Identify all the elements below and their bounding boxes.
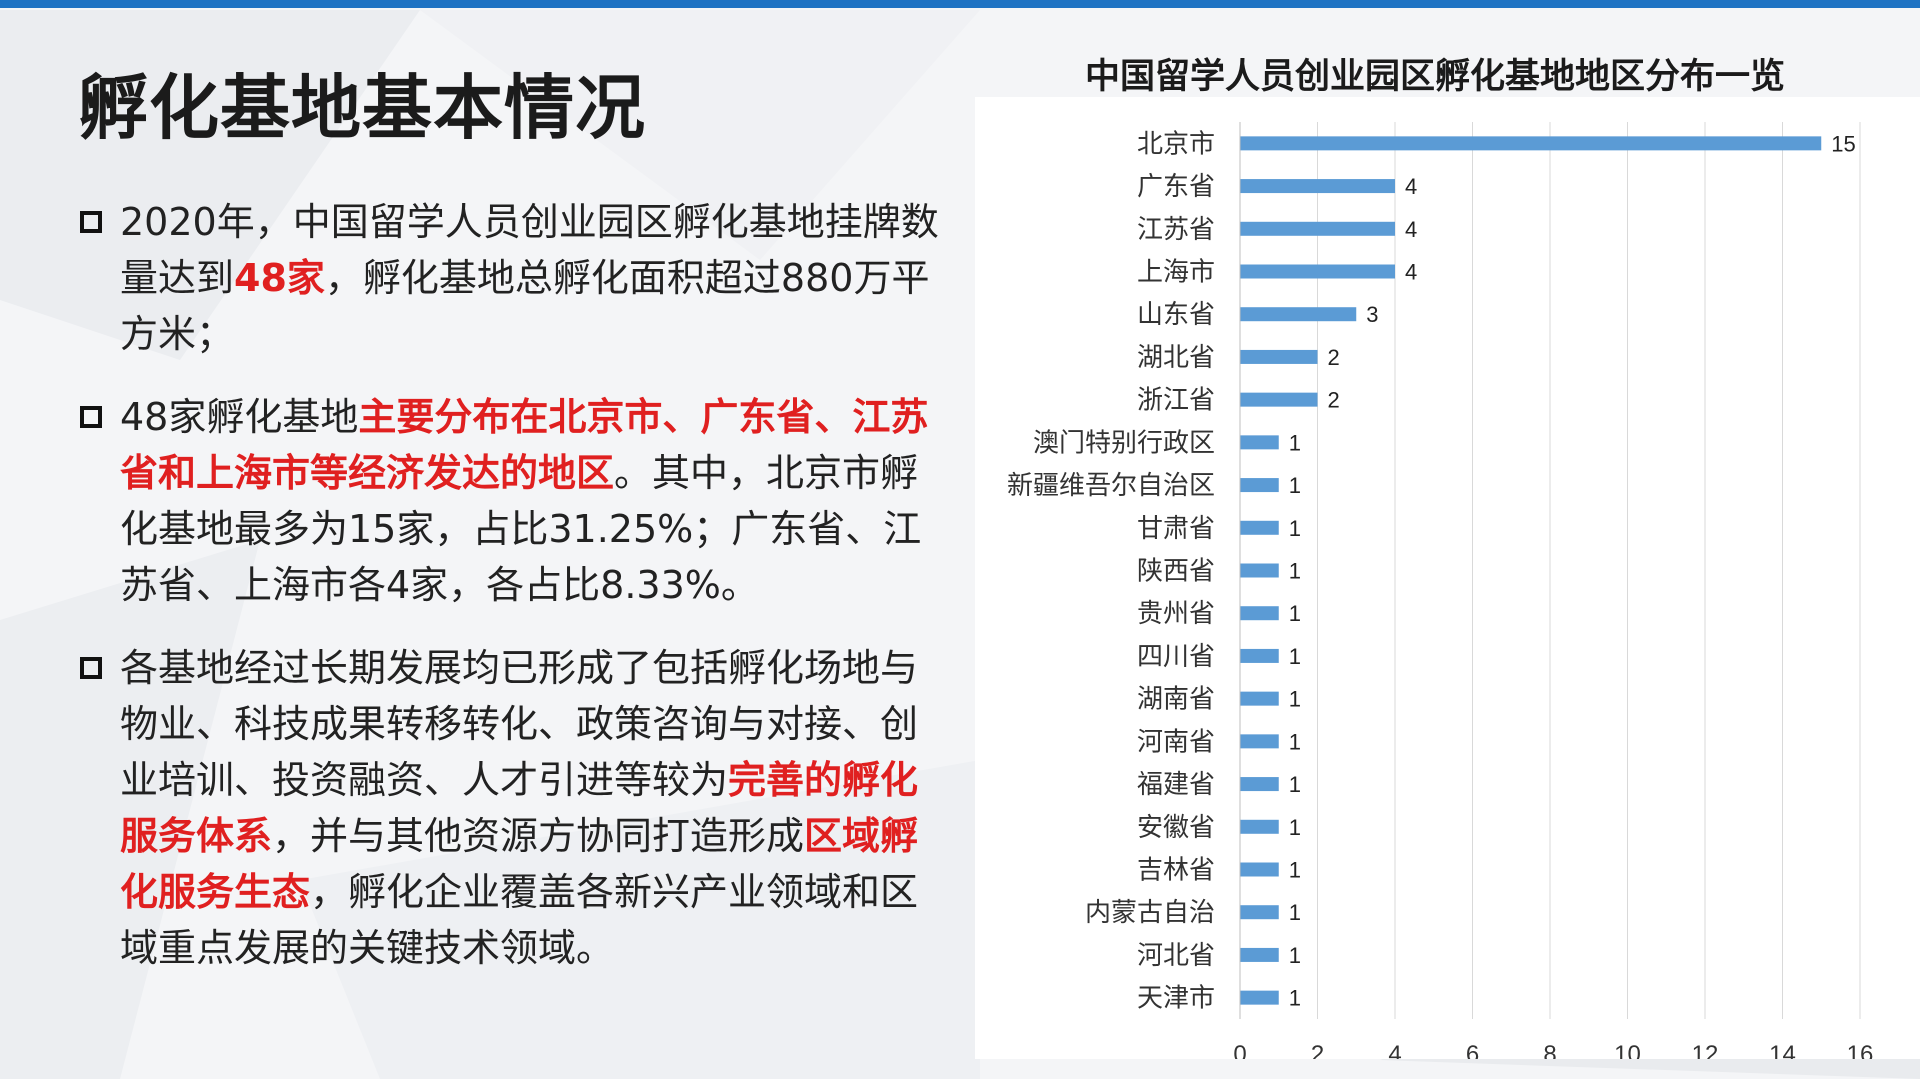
- chart-title: 中国留学人员创业园区孵化基地地区分布一览: [1084, 57, 1785, 97]
- category-label: 河南省: [1137, 727, 1215, 757]
- data-label: 1: [1289, 943, 1301, 968]
- x-tick-label: 12: [1692, 1041, 1719, 1059]
- chart-panel: [975, 97, 1920, 1059]
- category-label: 内蒙古自治: [1085, 898, 1215, 928]
- category-label: 上海市: [1137, 258, 1215, 288]
- highlight-segment: 48家: [234, 256, 325, 300]
- text-segment: 各基地经过长期发展均已形成了包括孵化场地与物业、科技成果转移转化、政策咨询与对接…: [120, 646, 919, 802]
- category-label: 广东省: [1137, 172, 1215, 202]
- category-label: 北京市: [1137, 129, 1215, 159]
- category-label: 陕西省: [1137, 557, 1215, 587]
- bullet-item: 48家孵化基地主要分布在北京市、广东省、江苏省和上海市等经济发达的地区。其中，北…: [80, 389, 960, 613]
- category-label: 吉林省: [1137, 856, 1215, 886]
- page-title: 孵化基地基本情况: [78, 67, 646, 149]
- bar: [1240, 905, 1279, 920]
- bar: [1240, 734, 1279, 749]
- bar: [1240, 136, 1822, 151]
- data-label: 1: [1289, 900, 1301, 925]
- bar: [1240, 947, 1279, 962]
- bullet-text: 各基地经过长期发展均已形成了包括孵化场地与物业、科技成果转移转化、政策咨询与对接…: [120, 640, 950, 976]
- data-label: 2: [1328, 345, 1340, 370]
- data-label: 1: [1289, 559, 1301, 584]
- square-bullet-icon: [80, 211, 102, 233]
- x-tick-label: 0: [1233, 1041, 1246, 1059]
- data-label: 4: [1405, 174, 1417, 199]
- bar: [1240, 392, 1318, 407]
- bar: [1240, 691, 1279, 706]
- bar: [1240, 990, 1279, 1005]
- category-label: 甘肃省: [1137, 514, 1215, 544]
- category-label: 澳门特别行政区: [1033, 428, 1215, 458]
- category-label: 福建省: [1137, 770, 1215, 800]
- data-label: 1: [1289, 516, 1301, 541]
- x-tick-label: 2: [1311, 1041, 1324, 1059]
- bar: [1240, 606, 1279, 621]
- bullet-text: 2020年，中国留学人员创业园区孵化基地挂牌数量达到48家，孵化基地总孵化面积超…: [120, 194, 950, 362]
- category-label: 安徽省: [1137, 813, 1215, 843]
- data-label: 15: [1831, 131, 1855, 156]
- category-label: 湖南省: [1137, 685, 1215, 715]
- x-tick-label: 8: [1543, 1041, 1556, 1059]
- bar: [1240, 179, 1395, 194]
- category-label: 浙江省: [1137, 386, 1215, 416]
- bar: [1240, 819, 1279, 834]
- data-label: 1: [1289, 772, 1301, 797]
- category-label: 湖北省: [1137, 343, 1215, 373]
- x-tick-label: 16: [1847, 1041, 1874, 1059]
- data-label: 1: [1289, 430, 1301, 455]
- bar: [1240, 264, 1395, 279]
- bar: [1240, 349, 1318, 364]
- square-bullet-icon: [80, 657, 102, 679]
- data-label: 4: [1405, 217, 1417, 242]
- data-label: 1: [1289, 644, 1301, 669]
- text-segment: ，孵化基地总孵化面积超过880万平方米；: [120, 256, 930, 356]
- bar: [1240, 307, 1357, 322]
- data-label: 4: [1405, 260, 1417, 285]
- category-label: 新疆维吾尔自治区: [1007, 471, 1215, 501]
- bar: [1240, 221, 1395, 236]
- bullet-text: 48家孵化基地主要分布在北京市、广东省、江苏省和上海市等经济发达的地区。其中，北…: [120, 389, 950, 613]
- category-label: 江苏省: [1137, 215, 1215, 245]
- data-label: 1: [1289, 815, 1301, 840]
- highlight-segment: 区域孵化服务生态: [120, 814, 919, 914]
- bar: [1240, 648, 1279, 663]
- data-label: 3: [1366, 302, 1378, 327]
- data-label: 1: [1289, 687, 1301, 712]
- x-tick-label: 14: [1769, 1041, 1796, 1059]
- bar: [1240, 777, 1279, 792]
- text-segment: 。其中，北京市孵化基地最多为15家，占比31.25%；广东省、江苏省、上海市各4…: [120, 451, 922, 607]
- data-label: 1: [1289, 729, 1301, 754]
- bullet-item: 2020年，中国留学人员创业园区孵化基地挂牌数量达到48家，孵化基地总孵化面积超…: [80, 194, 960, 362]
- text-segment: 48家孵化基地: [120, 395, 359, 439]
- x-tick-label: 10: [1614, 1041, 1641, 1059]
- text-segment: ，并与其他资源方协同打造形成: [272, 814, 805, 858]
- category-label: 四川省: [1137, 642, 1215, 672]
- square-bullet-icon: [80, 406, 102, 428]
- category-label: 贵州省: [1137, 599, 1215, 629]
- bar: [1240, 478, 1279, 493]
- x-tick-label: 6: [1466, 1041, 1479, 1059]
- bar: [1240, 520, 1279, 535]
- data-label: 2: [1328, 388, 1340, 413]
- bar: [1240, 563, 1279, 578]
- highlight-segment: 完善的孵化服务体系: [120, 758, 919, 858]
- bar: [1240, 862, 1279, 877]
- category-label: 天津市: [1137, 984, 1215, 1014]
- accent-bar: [0, 0, 1920, 8]
- category-label: 山东省: [1137, 300, 1215, 330]
- highlight-segment: 主要分布在北京市、广东省、江苏省和上海市等经济发达的地区: [120, 395, 929, 495]
- text-segment: 2020年，中国留学人员创业园区孵化基地挂牌数量达到: [120, 200, 939, 300]
- bullet-list: 2020年，中国留学人员创业园区孵化基地挂牌数量达到48家，孵化基地总孵化面积超…: [80, 194, 960, 1003]
- bar: [1240, 435, 1279, 450]
- x-tick-label: 4: [1388, 1041, 1401, 1059]
- data-label: 1: [1289, 601, 1301, 626]
- category-label: 河北省: [1137, 941, 1215, 971]
- text-segment: ，孵化企业覆盖各新兴产业领域和区域重点发展的关键技术领域。: [120, 870, 919, 970]
- data-label: 1: [1289, 858, 1301, 883]
- data-label: 1: [1289, 986, 1301, 1011]
- bullet-item: 各基地经过长期发展均已形成了包括孵化场地与物业、科技成果转移转化、政策咨询与对接…: [80, 640, 960, 976]
- data-label: 1: [1289, 473, 1301, 498]
